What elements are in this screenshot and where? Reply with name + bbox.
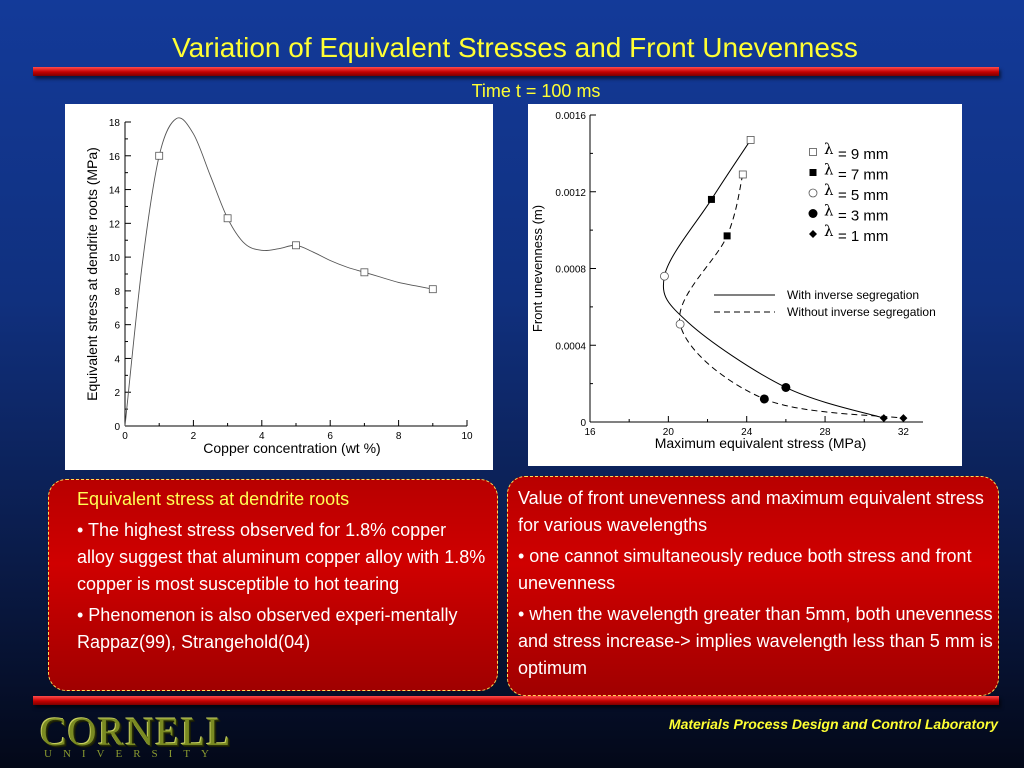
y-axis-label: Equivalent stress at dendrite roots (MPa… (84, 147, 100, 401)
data-point (899, 414, 908, 423)
y-tick-label: 18 (109, 118, 121, 129)
x-tick-label: 16 (584, 427, 596, 438)
left-box-bullet-1: • The highest stress observed for 1.8% c… (77, 520, 486, 594)
x-tick-label: 0 (122, 431, 128, 442)
legend-marker (809, 169, 817, 176)
legend-label: = 9 mm (838, 146, 888, 163)
legend-marker (808, 209, 818, 218)
legend-lambda: λ (824, 140, 834, 158)
cornell-logo: CORNELL UNIVERSITY (40, 708, 240, 764)
legend-lambda: λ (824, 181, 834, 199)
data-point (360, 268, 369, 277)
legend-label: = 3 mm (838, 208, 888, 225)
logo-word: CORNELL (40, 709, 232, 754)
data-point (723, 232, 731, 240)
y-tick-label: 0 (580, 418, 586, 429)
x-tick-label: 2 (191, 431, 197, 442)
data-point (738, 170, 747, 179)
legend-lambda: λ (824, 222, 834, 240)
x-tick-label: 28 (819, 427, 831, 438)
legend-marker (808, 188, 818, 198)
footer-lab-name: Materials Process Design and Control Lab… (668, 716, 998, 732)
y-tick-label: 6 (114, 321, 120, 332)
right-box-heading: Value of front unevenness and maximum eq… (518, 488, 984, 535)
left-box-bullet-2: • Phenomenon is also observed experi-men… (77, 605, 458, 652)
x-axis-label: Copper concentration (wt %) (203, 440, 380, 456)
x-tick-label: 8 (396, 431, 402, 442)
legend-lambda: λ (824, 202, 834, 220)
right-text-box: Value of front unevenness and maximum eq… (507, 476, 999, 696)
legend-marker (809, 148, 817, 156)
left-text-box: Equivalent stress at dendrite roots • Th… (48, 479, 498, 691)
data-point (155, 151, 164, 160)
logo-subtext: UNIVERSITY (44, 748, 220, 760)
data-point (660, 271, 669, 281)
stress-curve (124, 117, 433, 427)
x-tick-label: 10 (461, 431, 473, 442)
y-tick-label: 0.0008 (555, 265, 586, 276)
x-tick-label: 6 (327, 431, 333, 442)
y-tick-label: 0.0016 (555, 111, 586, 122)
y-tick-label: 14 (109, 186, 121, 197)
y-tick-label: 4 (114, 354, 120, 365)
y-tick-label: 16 (109, 152, 121, 163)
y-tick-label: 2 (114, 388, 120, 399)
data-point (675, 319, 685, 329)
x-axis-label: Maximum equivalent stress (MPa) (655, 435, 867, 451)
slide-title: Variation of Equivalent Stresses and Fro… (172, 32, 858, 63)
data-point (428, 285, 437, 294)
legend-series-name: Without inverse segregation (787, 305, 936, 319)
data-point (292, 241, 300, 250)
y-tick-label: 0.0012 (555, 188, 586, 199)
data-point (746, 136, 755, 144)
legend-label: = 7 mm (838, 167, 888, 184)
y-tick-label: 10 (109, 253, 121, 264)
data-point (223, 214, 232, 223)
x-tick-label: 20 (663, 427, 675, 438)
stress-chart-panel: 0 2 4 6 8 10 12 14 16 18 0 2 4 6 8 10 Copper concentrati… (65, 104, 493, 470)
stress-vs-copper-chart: 0 2 4 6 8 10 12 14 16 18 0 2 4 6 8 10 Copper concentrati… (84, 117, 473, 456)
slide-subtitle: Time t = 100 ms (471, 81, 601, 101)
legend-lambda: λ (824, 161, 834, 179)
right-box-bullet-2: • when the wavelength greater than 5mm, … (518, 604, 993, 678)
data-point (781, 382, 791, 392)
legend-label: = 5 mm (838, 187, 888, 204)
legend-marker (809, 230, 817, 238)
left-box-heading: Equivalent stress at dendrite roots (77, 489, 350, 509)
unevenness-chart-panel: 0 0.0004 0.0008 0.0012 0.0016 16 20 24 28 32 Maxim… (528, 104, 962, 466)
y-tick-label: 0 (114, 422, 120, 433)
y-tick-label: 0.0004 (555, 341, 586, 352)
y-axis-label: Front unevenness (m) (530, 205, 545, 332)
data-point (759, 394, 769, 404)
bottom-divider-bar (33, 696, 999, 705)
without-segregation-curve (679, 174, 904, 419)
top-divider-bar (33, 67, 999, 76)
unevenness-vs-stress-chart: 0 0.0004 0.0008 0.0012 0.0016 16 20 24 28 32 Maxim… (530, 111, 936, 451)
x-tick-label: 4 (259, 431, 265, 442)
y-tick-label: 12 (109, 219, 121, 230)
right-box-bullet-1: • one cannot simultaneously reduce both … (518, 546, 972, 593)
legend-series-name: With inverse segregation (787, 288, 919, 302)
x-tick-label: 32 (898, 427, 910, 438)
y-tick-label: 8 (114, 287, 120, 298)
data-point (707, 195, 715, 203)
x-tick-label: 24 (741, 427, 753, 438)
legend-label: = 1 mm (838, 228, 888, 245)
data-point (879, 414, 888, 423)
